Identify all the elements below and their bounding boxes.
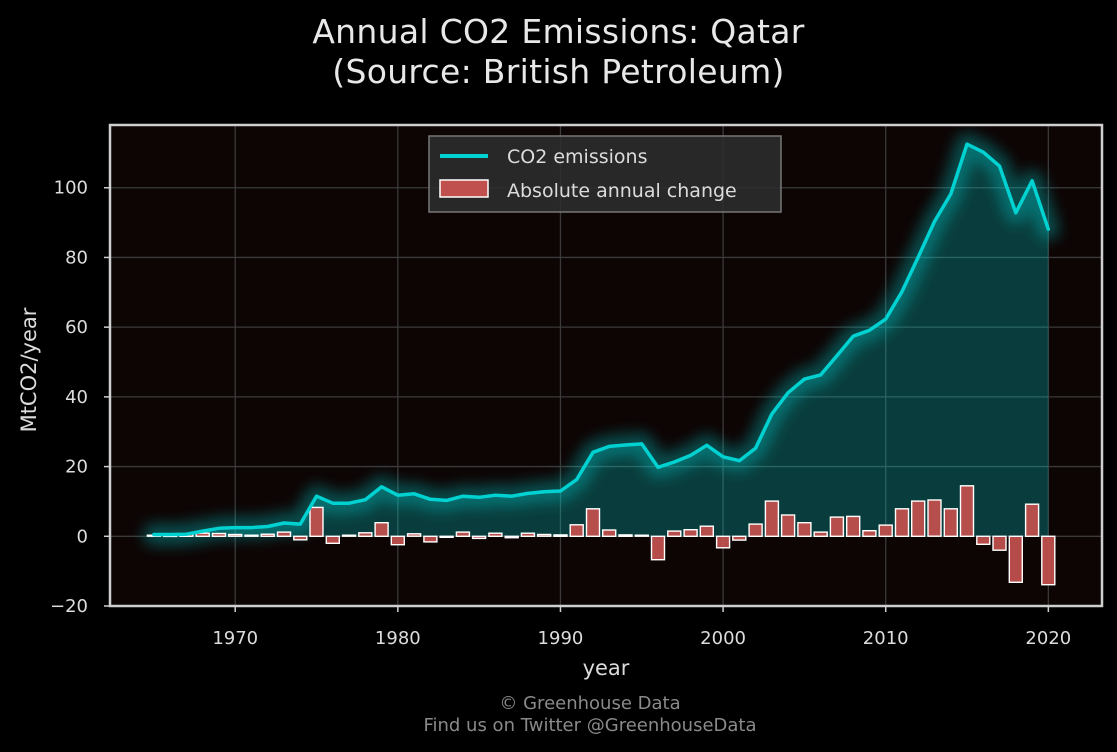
change-bar	[341, 534, 357, 537]
legend-box	[428, 135, 782, 213]
change-bar	[1008, 535, 1023, 583]
change-bar	[780, 514, 796, 537]
change-bar	[423, 535, 438, 543]
y-tick-label: 0	[77, 526, 88, 547]
change-bar	[959, 485, 975, 537]
change-bar	[488, 532, 503, 538]
x-tick-label: 2000	[700, 628, 746, 649]
change-bar	[667, 530, 682, 537]
change-bar	[878, 524, 893, 537]
change-bar	[504, 535, 519, 539]
change-bar	[764, 500, 780, 538]
change-bar	[390, 535, 405, 546]
y-tick-label: −20	[50, 596, 88, 617]
emissions-line	[152, 142, 1051, 537]
change-bar	[293, 535, 308, 541]
change-bar	[813, 531, 828, 537]
change-bar	[846, 515, 861, 538]
change-bar	[358, 532, 373, 537]
change-bar	[455, 531, 471, 537]
change-bar	[797, 522, 812, 538]
x-tick-label: 2020	[1025, 628, 1071, 649]
chart-title: Annual CO2 Emissions: Qatar	[312, 12, 805, 51]
copyright-credit: © Greenhouse Data	[499, 693, 681, 714]
y-tick-label: 40	[65, 387, 88, 408]
change-bar	[992, 535, 1007, 551]
change-bar	[683, 529, 698, 538]
change-bar	[325, 535, 340, 544]
change-bar	[829, 516, 845, 537]
change-bar	[227, 533, 243, 537]
y-axis-label: MtCO2/year	[17, 307, 41, 432]
change-bar	[634, 534, 649, 537]
change-bar	[943, 508, 958, 537]
change-bar	[862, 530, 877, 538]
x-tick-label: 1970	[212, 628, 258, 649]
change-bar	[406, 533, 422, 537]
legend-line-label: CO2 emissions	[507, 146, 647, 168]
change-bar	[309, 506, 324, 537]
change-bar	[618, 534, 633, 538]
change-bar	[276, 531, 292, 537]
change-bar	[553, 534, 568, 538]
y-tick-label: 100	[54, 178, 88, 199]
change-bar	[211, 532, 227, 537]
chart-subtitle: (Source: British Petroleum)	[332, 52, 785, 91]
twitter-credit: Find us on Twitter @GreenhouseData	[423, 715, 757, 736]
change-bar	[537, 533, 552, 537]
y-tick-label: 80	[65, 247, 88, 268]
change-bar	[439, 535, 454, 538]
change-bar	[748, 523, 763, 537]
change-bar	[927, 499, 942, 537]
change-bar	[471, 535, 487, 540]
change-bar	[244, 534, 259, 537]
y-tick-label: 60	[65, 317, 88, 338]
change-bar	[602, 529, 617, 538]
change-bar	[520, 532, 536, 538]
change-bar	[894, 508, 910, 537]
change-bar	[732, 535, 747, 541]
y-tick-label: 20	[65, 457, 88, 478]
change-bar	[976, 535, 991, 545]
x-tick-label: 1990	[538, 628, 584, 649]
change-bar	[911, 500, 926, 538]
x-tick-label: 2010	[863, 628, 909, 649]
change-bar	[195, 532, 210, 538]
legend: CO2 emissions Absolute annual change	[428, 135, 782, 213]
change-bar	[650, 535, 666, 561]
change-bar	[569, 524, 584, 537]
plot-frame	[108, 123, 1104, 608]
legend-bar-swatch	[439, 179, 489, 198]
change-bar	[1041, 535, 1056, 586]
emissions-area	[153, 144, 1049, 537]
legend-bar-label: Absolute annual change	[507, 180, 737, 202]
change-bar	[374, 522, 389, 538]
change-bar	[260, 533, 275, 538]
change-bar	[1024, 503, 1040, 538]
change-bar	[715, 535, 731, 549]
x-axis-label: year	[583, 656, 630, 680]
change-bar	[699, 525, 714, 538]
change-bar	[585, 508, 601, 537]
x-tick-label: 1980	[375, 628, 421, 649]
